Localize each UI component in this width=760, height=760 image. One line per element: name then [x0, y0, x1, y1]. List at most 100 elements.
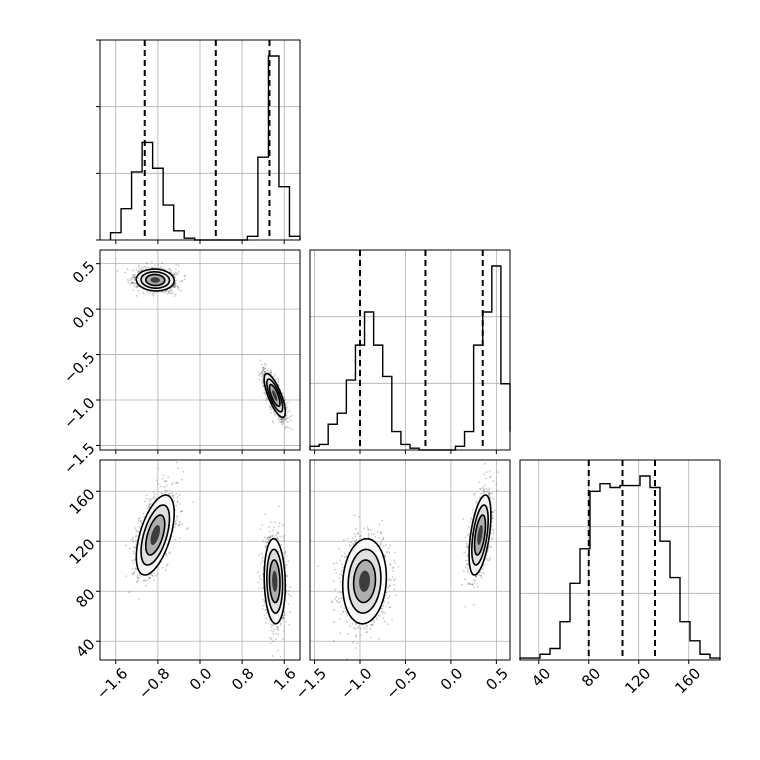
sample-point [132, 282, 134, 284]
sample-point [259, 577, 262, 580]
sample-point [131, 269, 134, 272]
sample-point [167, 290, 170, 293]
sample-point [171, 286, 173, 289]
sample-point [129, 279, 131, 282]
sample-point [269, 405, 272, 408]
sample-point [135, 529, 138, 532]
sample-point [148, 504, 151, 507]
sample-point [258, 587, 260, 590]
sample-point [131, 277, 134, 280]
sample-point [184, 274, 186, 277]
sample-point [132, 281, 134, 284]
sample-point [282, 421, 285, 424]
sample-point [133, 276, 136, 279]
sample-point [151, 574, 154, 577]
sample-point [179, 289, 182, 292]
sample-point [139, 520, 142, 522]
sample-point [142, 267, 144, 270]
sample-point [267, 536, 270, 539]
sample-point [157, 467, 160, 470]
sample-point [174, 284, 177, 287]
sample-point [289, 419, 292, 422]
sample-point [134, 567, 137, 570]
sample-point [261, 608, 264, 610]
sample-point [263, 367, 266, 370]
sample-point [132, 536, 134, 539]
sample-point [277, 378, 279, 381]
sample-point [130, 538, 133, 541]
sample-point [132, 562, 135, 564]
sample-point [142, 512, 144, 515]
sample-point [132, 540, 135, 543]
sample-point [147, 506, 150, 509]
sample-point [171, 482, 174, 484]
sample-point [268, 530, 271, 533]
sample-point [258, 575, 261, 577]
sample-point [144, 265, 146, 268]
sample-point [164, 489, 167, 492]
sample-point [131, 276, 134, 279]
sample-point [174, 538, 177, 541]
sample-point [268, 619, 271, 622]
sample-point [174, 283, 177, 285]
sample-point [278, 525, 281, 528]
sample-point [281, 423, 283, 426]
sample-point [174, 509, 177, 512]
sample-point [126, 267, 129, 270]
sample-point [166, 563, 169, 566]
sample-point [283, 613, 286, 616]
sample-point [284, 418, 287, 421]
sample-point [148, 498, 151, 500]
sample-point [168, 493, 170, 495]
sample-point [277, 531, 280, 534]
sample-point [145, 267, 148, 269]
sample-point [164, 553, 167, 556]
sample-point [124, 271, 127, 274]
sample-point [166, 490, 169, 492]
sample-point [132, 274, 134, 277]
sample-point [275, 532, 278, 535]
sample-point [134, 527, 137, 529]
sample-point [262, 385, 265, 388]
sample-point [172, 529, 175, 532]
sample-point [262, 368, 265, 371]
sample-point [132, 573, 135, 575]
sample-point [266, 541, 268, 544]
sample-point [174, 482, 177, 485]
sample-point [270, 638, 273, 641]
sample-point [133, 275, 136, 278]
sample-point [277, 629, 280, 631]
sample-point [178, 503, 181, 505]
sample-point [181, 510, 183, 513]
sample-point [178, 537, 181, 540]
sample-point [150, 502, 152, 505]
sample-point [135, 294, 138, 297]
sample-point [140, 269, 142, 272]
sample-point [260, 552, 263, 555]
sample-point [268, 405, 271, 408]
sample-point [153, 572, 155, 574]
sample-point [169, 552, 171, 554]
sample-point [147, 576, 150, 579]
sample-point [178, 494, 181, 497]
sample-point [145, 584, 147, 587]
sample-point [279, 421, 281, 423]
sample-point [172, 285, 175, 288]
sample-point [270, 411, 273, 414]
sample-point [136, 286, 139, 288]
sample-point [269, 642, 272, 645]
sample-point [138, 516, 141, 519]
sample-point [262, 372, 265, 375]
sample-point [264, 392, 267, 394]
sample-point [183, 278, 186, 280]
sample-point [148, 292, 150, 295]
sample-point [272, 421, 275, 424]
sample-point [285, 404, 288, 407]
sample-point [260, 371, 263, 373]
sample-point [264, 371, 266, 373]
sample-point [270, 371, 272, 374]
sample-point [277, 633, 280, 636]
sample-point [153, 579, 155, 582]
sample-point [264, 541, 267, 544]
sample-point [281, 418, 284, 421]
